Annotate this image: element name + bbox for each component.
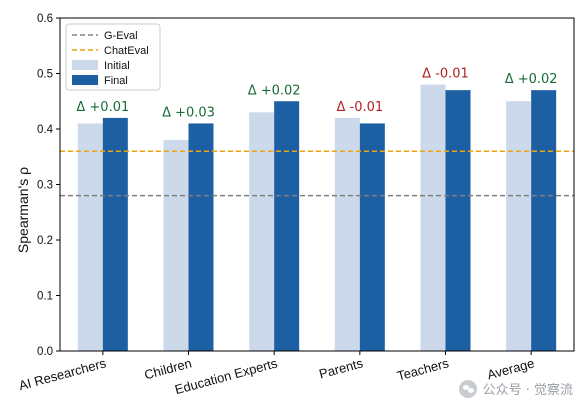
- y-tick-label: 0.0: [37, 346, 53, 358]
- legend: G-Eval ChatEval Initial Final: [66, 24, 160, 90]
- delta-annotation: Δ +0.01: [76, 100, 129, 115]
- x-tick-label: Teachers: [395, 355, 450, 383]
- delta-annotation: Δ +0.02: [505, 72, 558, 87]
- delta-annotation: Δ -0.01: [336, 100, 383, 115]
- y-tick-label: 0.2: [37, 235, 53, 247]
- x-tick-label: Parents: [317, 355, 365, 381]
- watermark-text: 公众号 · 觉察流: [483, 379, 573, 398]
- bar-initial-3: [335, 118, 360, 351]
- legend-patch-swatch: [72, 60, 98, 70]
- bar-initial-5: [506, 101, 531, 351]
- legend-label: G-Eval: [104, 30, 138, 42]
- reference-lines: [60, 151, 574, 195]
- bar-final-5: [531, 90, 556, 351]
- legend-label: ChatEval: [104, 45, 149, 57]
- y-tick-label: 0.3: [37, 180, 53, 192]
- delta-annotation: Δ -0.01: [422, 67, 469, 82]
- bar-final-1: [189, 123, 214, 351]
- bar-final-4: [446, 90, 471, 351]
- wechat-icon: [459, 380, 477, 398]
- y-tick-label: 0.6: [37, 13, 53, 25]
- bar-final-0: [103, 118, 128, 351]
- bar-initial-1: [164, 140, 189, 351]
- x-tick-label: AI Researchers: [17, 355, 108, 393]
- bar-final-2: [274, 101, 299, 351]
- y-tick-label: 0.1: [37, 291, 53, 303]
- y-tick-label: 0.5: [37, 69, 53, 81]
- y-axis-title: Spearman's ρ: [15, 167, 31, 253]
- legend-label: Initial: [104, 60, 130, 72]
- plot-bars: [78, 85, 556, 351]
- legend-patch-swatch: [72, 75, 98, 85]
- delta-annotation: Δ +0.02: [248, 83, 301, 98]
- watermark: 公众号 · 觉察流: [459, 379, 573, 398]
- legend-label: Final: [104, 75, 128, 87]
- bar-initial-4: [421, 85, 446, 351]
- y-tick-label: 0.4: [37, 124, 54, 136]
- bar-initial-0: [78, 123, 103, 351]
- delta-annotation: Δ +0.03: [162, 105, 215, 120]
- bar-initial-2: [249, 112, 274, 351]
- bar-final-3: [360, 123, 385, 351]
